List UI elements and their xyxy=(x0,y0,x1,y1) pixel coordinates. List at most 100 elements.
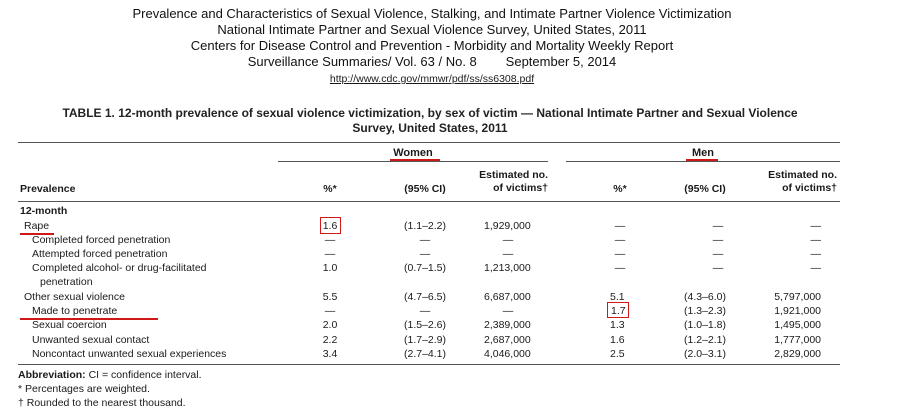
men-underline-annotation xyxy=(686,159,718,161)
abbreviation-label: Abbreviation: xyxy=(18,369,86,381)
prevalence-column-header: Prevalence xyxy=(20,183,76,195)
men-pct: 1.3 xyxy=(610,319,625,331)
women-underline-annotation xyxy=(390,159,440,161)
women-ci-header: (95% CI) xyxy=(404,183,446,195)
men-est-header: of victims† xyxy=(782,182,837,194)
men-ci-header: (95% CI) xyxy=(684,183,726,195)
women-est: 4,046,000 xyxy=(484,348,531,360)
men-ci: (1.2–2.1) xyxy=(683,334,727,346)
men-ci: (1.0–1.8) xyxy=(683,319,727,331)
men-est: — xyxy=(810,248,822,260)
women-pct: 1.6 xyxy=(322,220,338,232)
men-ci: (4.3–6.0) xyxy=(683,291,727,303)
women-ci: (0.7–1.5) xyxy=(403,262,447,274)
header-line: Centers for Disease Control and Preventi… xyxy=(190,38,674,53)
women-est: 1,929,000 xyxy=(484,220,531,232)
men-est: 1,777,000 xyxy=(774,334,821,346)
women-ci: — xyxy=(419,248,431,260)
footnote-weighted: * Percentages are weighted. xyxy=(18,383,150,395)
men-ci: (1.3–2.3) xyxy=(683,305,727,317)
women-est-header: Estimated no. xyxy=(479,169,548,181)
women-pct: — xyxy=(324,248,336,260)
women-est: — xyxy=(502,234,514,246)
women-ci: — xyxy=(419,234,431,246)
men-pct: — xyxy=(614,248,626,260)
women-ci: (1.5–2.6) xyxy=(403,319,447,331)
rape-women-pct-box-annotation xyxy=(320,217,341,234)
men-ci: — xyxy=(712,234,724,246)
women-ci: (4.7–6.5) xyxy=(403,291,447,303)
women-est-header: of victims† xyxy=(493,182,548,194)
women-pct-header: %* xyxy=(323,183,337,195)
women-pct: 1.0 xyxy=(322,262,338,274)
table-title-line: TABLE 1. 12-month prevalence of sexual v… xyxy=(62,106,798,120)
row-label: Sexual coercion xyxy=(32,319,107,331)
women-ci: (2.7–4.1) xyxy=(403,348,447,360)
women-pct: — xyxy=(324,305,336,317)
women-ci: (1.1–2.2) xyxy=(403,220,447,232)
women-est: 2,687,000 xyxy=(484,334,531,346)
men-pct: 1.6 xyxy=(610,334,625,346)
table-title: TABLE 1. 12-month prevalence of sexual v… xyxy=(20,106,840,136)
abbreviation-text: CI = confidence interval. xyxy=(85,369,202,381)
women-est: 1,213,000 xyxy=(484,262,531,274)
men-made-to-penetrate-pct-box-annotation xyxy=(607,302,629,318)
men-group-header: Men xyxy=(692,147,714,159)
footnote-rounded: † Rounded to the nearest thousand. xyxy=(18,397,186,409)
row-label: Completed alcohol- or drug-facilitated xyxy=(32,262,207,274)
rape-underline-annotation xyxy=(20,233,54,235)
men-ci: — xyxy=(712,262,724,274)
row-label: Attempted forced penetration xyxy=(32,248,168,260)
women-est: 6,687,000 xyxy=(484,291,531,303)
row-label: Unwanted sexual contact xyxy=(32,334,150,346)
row-label: Noncontact unwanted sexual experiences xyxy=(32,348,227,360)
men-est: — xyxy=(810,220,822,232)
women-pct: — xyxy=(324,234,336,246)
abbreviation-note: Abbreviation: CI = confidence interval. xyxy=(18,369,202,382)
men-pct: 5.1 xyxy=(610,291,625,303)
men-pct-header: %* xyxy=(613,183,627,195)
women-ci: (1.7–2.9) xyxy=(403,334,447,346)
men-ci: — xyxy=(712,220,724,232)
women-group-rule xyxy=(278,161,548,162)
women-pct: 2.0 xyxy=(322,319,338,331)
women-pct: 3.4 xyxy=(322,348,338,360)
men-pct: — xyxy=(614,262,626,274)
row-label: Other sexual violence xyxy=(24,291,125,303)
men-ci: (2.0–3.1) xyxy=(683,348,727,360)
men-pct: 1.7 xyxy=(611,305,626,317)
women-est: — xyxy=(502,305,514,317)
source-url[interactable]: http://www.cdc.gov/mmwr/pdf/ss/ss6308.pd… xyxy=(329,73,535,85)
men-est: — xyxy=(810,234,822,246)
row-label: Made to penetrate xyxy=(32,305,118,317)
section-label: 12-month xyxy=(20,205,68,217)
table-top-rule xyxy=(18,142,840,143)
men-est: 1,921,000 xyxy=(774,305,821,317)
women-est: 2,389,000 xyxy=(484,319,531,331)
header-bottom-rule xyxy=(18,201,840,202)
document-header: Prevalence and Characteristics of Sexual… xyxy=(0,6,864,86)
men-pct: 2.5 xyxy=(610,348,625,360)
men-est-header: Estimated no. xyxy=(768,169,837,181)
row-label: Completed forced penetration xyxy=(32,234,171,246)
table-title-line: Survey, United States, 2011 xyxy=(352,121,508,135)
women-group-header: Women xyxy=(393,147,433,159)
men-est: 2,829,000 xyxy=(774,348,821,360)
women-est: — xyxy=(502,248,514,260)
men-pct: — xyxy=(614,234,626,246)
men-group-rule xyxy=(566,161,840,162)
women-ci: — xyxy=(419,305,431,317)
header-line: National Intimate Partner and Sexual Vio… xyxy=(217,22,647,37)
women-pct: 2.2 xyxy=(322,334,338,346)
men-est: — xyxy=(810,262,822,274)
header-line: Surveillance Summaries/ Vol. 63 / No. 8 … xyxy=(247,54,617,69)
made-to-penetrate-underline-annotation xyxy=(20,318,158,320)
row-label-continued: penetration xyxy=(40,276,93,288)
header-line: Prevalence and Characteristics of Sexual… xyxy=(132,6,732,21)
men-pct: — xyxy=(614,220,626,232)
row-label: Rape xyxy=(24,220,50,232)
table-bottom-rule xyxy=(18,364,840,365)
men-est: 1,495,000 xyxy=(774,319,821,331)
men-est: 5,797,000 xyxy=(774,291,821,303)
men-ci: — xyxy=(712,248,724,260)
